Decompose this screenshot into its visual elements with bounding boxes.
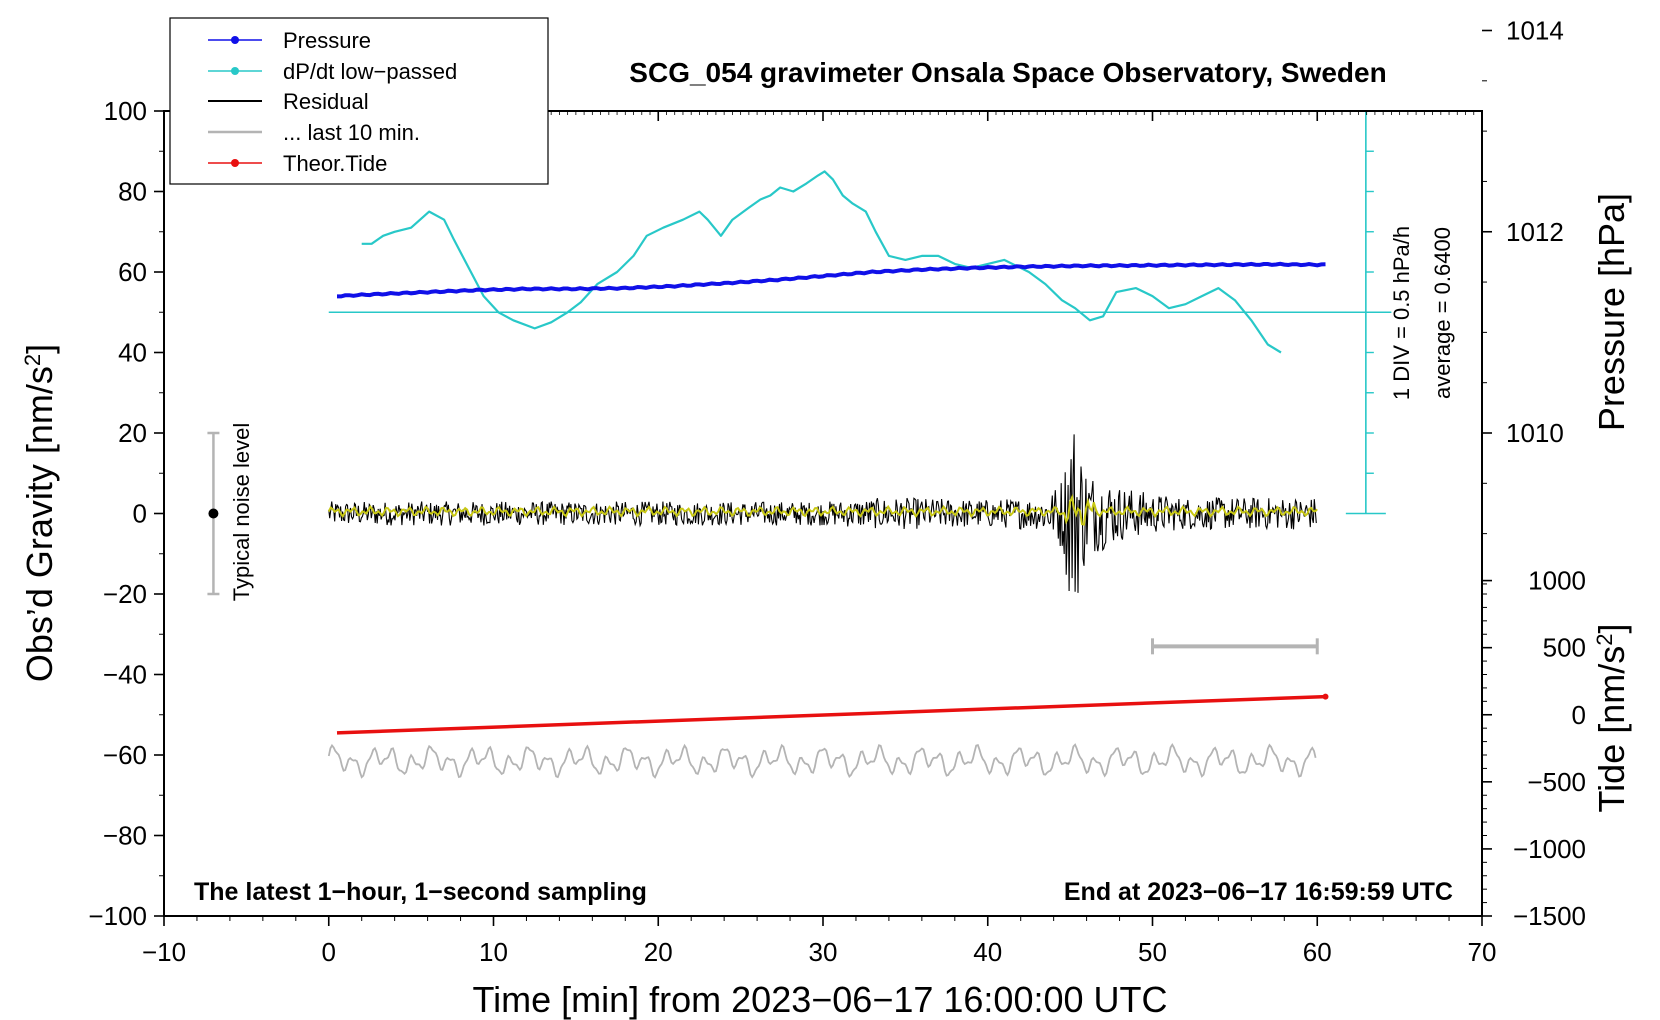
x-tick-label: 60 [1303, 937, 1332, 967]
y-tick-label: 40 [118, 338, 147, 368]
series-last10 [327, 742, 1317, 779]
y-axis-label-tide: Tide [nm/s2] [1591, 624, 1632, 813]
x-tick-label: 10 [479, 937, 508, 967]
x-tick-label: 50 [1138, 937, 1167, 967]
x-tick-label: −10 [142, 937, 186, 967]
y-tick-label: −20 [103, 579, 147, 609]
legend-label-tide: Theor.Tide [283, 151, 387, 176]
legend-label-residual: Residual [283, 89, 369, 114]
series-residual-smoothed [327, 493, 1318, 526]
series-tide [336, 694, 1326, 735]
series-tide-end-marker [1322, 693, 1329, 700]
x-tick-label: 40 [973, 937, 1002, 967]
x-tick-label: 0 [322, 937, 336, 967]
y-tick-label: −100 [88, 901, 147, 931]
y-tick-label: −80 [103, 821, 147, 851]
plot-area [207, 110, 1392, 779]
tide-tick-label: 500 [1543, 633, 1586, 663]
scale-average-label: average = 0.6400 [1430, 227, 1455, 399]
y-tick-label: −60 [103, 740, 147, 770]
y-tick-label: 60 [118, 257, 147, 287]
pressure-tick-label: 1012 [1506, 217, 1564, 247]
legend-label-dpdt: dP/dt low−passed [283, 59, 457, 84]
y-tick-label: 20 [118, 418, 147, 448]
noise-level-label: Typical noise level [229, 423, 254, 602]
y-tick-label: −40 [103, 660, 147, 690]
series-residual [328, 434, 1317, 593]
right-axis-ticks: 1010 1012 1014 −1500 −1000 −500 0 500 1000 [1482, 16, 1586, 931]
x-axis-label: Time [min] from 2023−06−17 16:00:00 UTC [472, 979, 1167, 1020]
pressure-tick-label: 1014 [1506, 16, 1564, 46]
y-axis-label-pressure: Pressure [hPa] [1591, 193, 1632, 431]
y-tick-label: 80 [118, 177, 147, 207]
tide-tick-label: 1000 [1528, 566, 1586, 596]
tide-tick-label: −500 [1527, 767, 1586, 797]
chart-title: SCG_054 gravimeter Onsala Space Observat… [629, 57, 1386, 88]
bottom-right-note: End at 2023−06−17 16:59:59 UTC [1064, 878, 1453, 906]
x-tick-label: 70 [1468, 937, 1497, 967]
tide-tick-label: −1500 [1513, 901, 1586, 931]
x-tick-label: 30 [809, 937, 838, 967]
legend-label-last10: ... last 10 min. [283, 120, 420, 145]
legend-marker-pressure [231, 36, 239, 44]
legend-label-pressure: Pressure [283, 28, 371, 53]
legend-marker-tide [231, 159, 239, 167]
scale-div-label: 1 DIV = 0.5 hPa/h [1389, 226, 1414, 400]
pressure-tick-label: 1010 [1506, 418, 1564, 448]
legend: Pressure dP/dt low−passed Residual ... l… [169, 17, 549, 185]
series-pressure [337, 261, 1326, 299]
y-tick-label: 100 [104, 96, 147, 126]
y-tick-label: 0 [133, 499, 147, 529]
x-tick-label: 20 [644, 937, 673, 967]
series-dpdt [361, 170, 1282, 354]
noise-level-dot [208, 508, 219, 519]
tide-tick-label: 0 [1572, 700, 1586, 730]
tide-tick-label: −1000 [1513, 834, 1586, 864]
legend-marker-dpdt [231, 67, 239, 75]
bottom-left-note: The latest 1−hour, 1−second sampling [194, 878, 647, 906]
y-axis-label-left: Obs’d Gravity [nm/s2] [19, 344, 60, 682]
y-axis-ticks: −100 −80 −60 −40 −20 0 20 40 60 80 100 [88, 96, 164, 931]
